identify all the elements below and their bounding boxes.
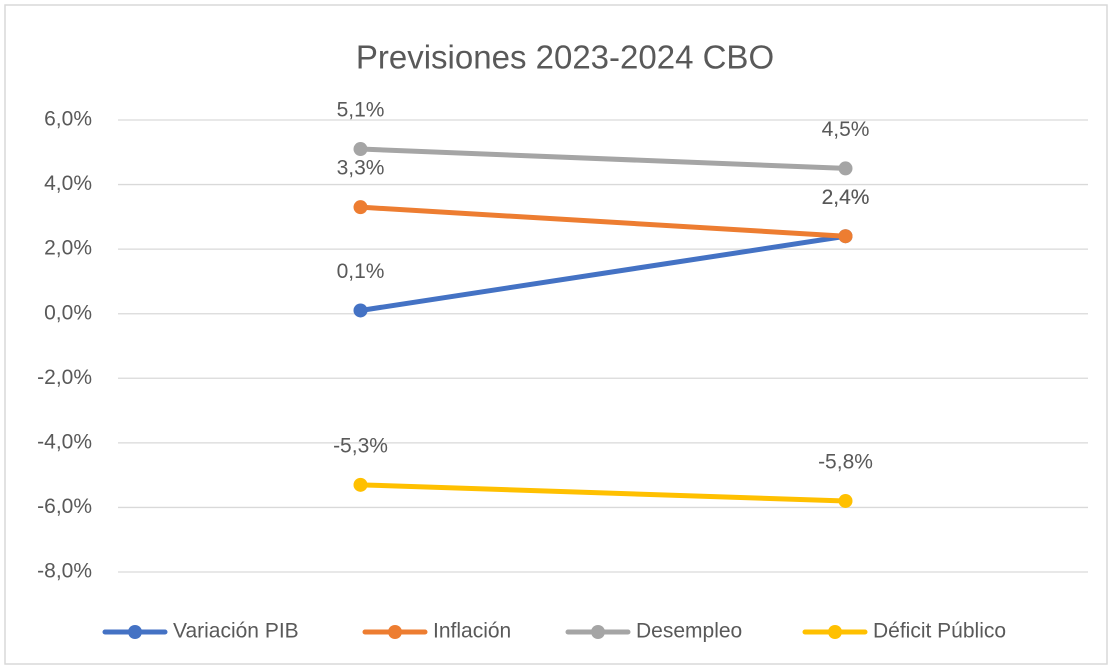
y-tick-label: -4,0% <box>37 430 92 453</box>
data-label: 4,5% <box>822 118 870 141</box>
legend-marker <box>591 625 605 639</box>
series-line <box>358 146 848 171</box>
y-tick-label: -2,0% <box>37 366 92 389</box>
data-point <box>353 142 368 157</box>
legend-marker <box>388 625 402 639</box>
y-tick-label: 6,0% <box>44 108 92 131</box>
data-point <box>353 303 368 318</box>
legend-marker <box>828 625 842 639</box>
data-point <box>353 477 368 492</box>
chart-border <box>4 4 1108 665</box>
data-point <box>838 229 853 244</box>
legend-label: Variación PIB <box>173 620 299 643</box>
series-line <box>358 233 848 313</box>
legend-label: Desempleo <box>636 620 742 643</box>
y-tick-label: -6,0% <box>37 495 92 518</box>
data-point <box>838 493 853 508</box>
legend-label: Déficit Público <box>873 620 1006 643</box>
data-label: 2,4% <box>822 186 870 209</box>
chart-title: Previsiones 2023-2024 CBO <box>356 39 774 76</box>
data-label: -5,8% <box>818 451 873 474</box>
legend-label: Inflación <box>433 620 511 643</box>
y-tick-label: 4,0% <box>44 172 92 195</box>
data-label: 2,4% <box>822 186 870 209</box>
data-point <box>838 161 853 176</box>
data-label: 0,1% <box>337 260 385 283</box>
data-label: -5,3% <box>333 434 388 457</box>
series-line <box>358 482 848 504</box>
data-point <box>353 200 368 215</box>
y-tick-label: 2,0% <box>44 237 92 260</box>
y-tick-label: -8,0% <box>37 560 92 583</box>
data-label: 3,3% <box>337 157 385 180</box>
y-tick-label: 0,0% <box>44 301 92 324</box>
legend-marker <box>128 625 142 639</box>
data-label: 5,1% <box>337 99 385 122</box>
series-line <box>358 204 848 239</box>
